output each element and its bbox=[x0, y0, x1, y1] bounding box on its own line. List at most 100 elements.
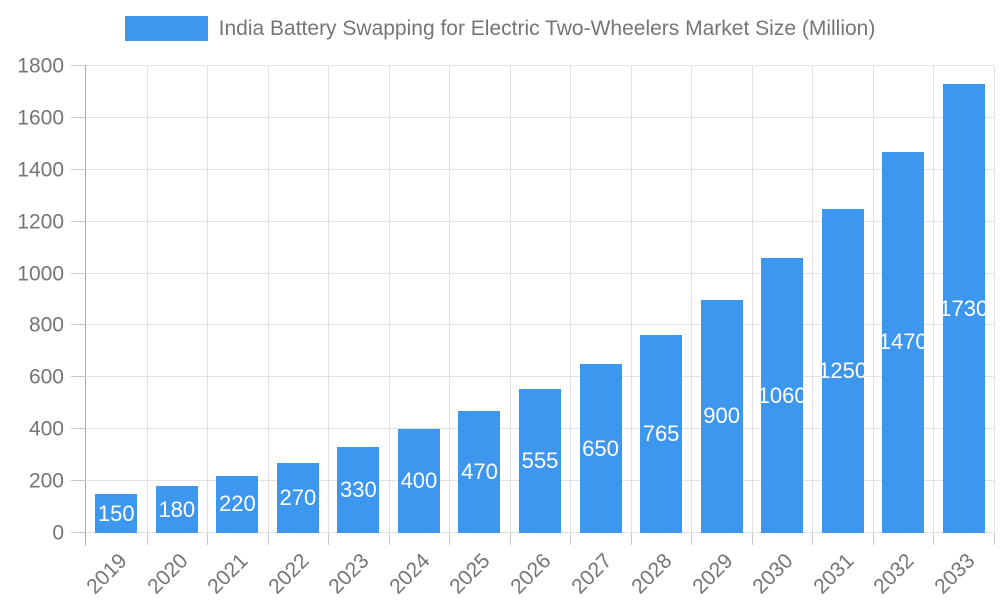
y-axis-tick-label: 1400 bbox=[17, 158, 64, 182]
bar-2024[interactable]: 400 bbox=[397, 429, 440, 533]
bar-2028[interactable]: 765 bbox=[640, 334, 683, 533]
bar-value-label: 650 bbox=[582, 435, 619, 461]
v-gridline bbox=[570, 66, 572, 533]
legend-swatch bbox=[124, 16, 208, 41]
x-axis-tick-label: 2031 bbox=[808, 549, 859, 599]
bar-value-label: 270 bbox=[279, 484, 317, 510]
v-gridline bbox=[933, 66, 935, 533]
x-axis-tick bbox=[691, 533, 693, 545]
v-gridline bbox=[691, 66, 693, 533]
bar-2020[interactable]: 180 bbox=[155, 486, 198, 533]
v-gridline bbox=[146, 66, 148, 533]
bar-2021[interactable]: 220 bbox=[216, 475, 259, 533]
y-axis-tick bbox=[71, 324, 86, 326]
h-gridline bbox=[86, 65, 994, 66]
bar-value-label: 330 bbox=[340, 477, 377, 503]
bar-2033[interactable]: 1730 bbox=[939, 84, 988, 533]
x-axis-tick-label: 2023 bbox=[324, 549, 374, 599]
bar-2030[interactable]: 1060 bbox=[758, 258, 807, 533]
y-axis-tick-label: 800 bbox=[28, 313, 64, 337]
bar-2019[interactable]: 150 bbox=[95, 494, 138, 533]
bar-value-label: 555 bbox=[521, 448, 559, 473]
h-gridline bbox=[86, 116, 994, 118]
v-gridline bbox=[994, 66, 995, 533]
y-axis-line bbox=[85, 66, 86, 545]
y-axis: 0 200 400 600 800 1000 1200 1400 1600 1800 bbox=[0, 56, 86, 544]
bar-value-label: 470 bbox=[461, 459, 498, 485]
bar-2022[interactable]: 270 bbox=[276, 462, 319, 533]
y-axis-tick bbox=[71, 428, 86, 430]
y-axis-tick-label: 1600 bbox=[17, 106, 64, 130]
bar-value-label: 1250 bbox=[818, 357, 868, 383]
x-axis-tick bbox=[751, 533, 753, 545]
y-axis-tick bbox=[71, 376, 86, 378]
bar-value-label: 1730 bbox=[939, 295, 989, 321]
x-axis-tick bbox=[146, 533, 148, 545]
legend-item[interactable]: India Battery Swapping for Electric Two-… bbox=[124, 16, 876, 41]
y-axis-tick-label: 1200 bbox=[17, 210, 64, 234]
bar-2029[interactable]: 900 bbox=[700, 299, 743, 533]
y-axis-tick-label: 400 bbox=[28, 417, 64, 441]
bar-value-label: 1060 bbox=[757, 382, 807, 408]
bar-2031[interactable]: 1250 bbox=[818, 208, 867, 533]
x-axis-tick bbox=[872, 533, 874, 545]
v-gridline bbox=[328, 66, 330, 533]
x-axis-tick-label: 2025 bbox=[445, 549, 496, 599]
x-axis-tick-label: 2022 bbox=[264, 549, 314, 599]
v-gridline bbox=[388, 66, 390, 533]
bar-2025[interactable]: 470 bbox=[458, 411, 501, 533]
x-axis-tick-label: 2020 bbox=[143, 549, 193, 599]
bar-2032[interactable]: 1470 bbox=[879, 151, 928, 533]
y-axis-tick-label: 0 bbox=[52, 521, 64, 545]
y-axis-tick-label: 1000 bbox=[17, 262, 64, 286]
y-axis-tick-label: 1800 bbox=[17, 54, 64, 78]
x-axis-tick bbox=[630, 533, 632, 545]
v-gridline bbox=[751, 66, 753, 533]
x-axis-tick bbox=[509, 533, 511, 545]
x-axis-tick-label: 2019 bbox=[82, 549, 132, 599]
v-gridline bbox=[207, 66, 209, 533]
bar-value-label: 765 bbox=[642, 420, 680, 446]
x-axis-tick bbox=[388, 533, 390, 545]
y-axis-tick bbox=[71, 532, 86, 533]
h-gridline bbox=[86, 220, 994, 222]
v-gridline bbox=[509, 66, 511, 533]
x-axis-tick bbox=[933, 533, 935, 545]
legend-label: India Battery Swapping for Electric Two-… bbox=[218, 16, 876, 40]
v-gridline bbox=[267, 66, 269, 533]
y-axis-tick bbox=[71, 168, 86, 170]
y-axis-tick bbox=[71, 480, 86, 482]
x-axis-tick bbox=[812, 533, 814, 545]
x-axis-tick bbox=[207, 533, 209, 545]
x-axis-tick-label: 2021 bbox=[203, 549, 253, 599]
y-axis-tick-label: 600 bbox=[28, 365, 64, 389]
v-gridline bbox=[449, 66, 451, 533]
x-axis-tick bbox=[994, 533, 995, 545]
x-axis-tick bbox=[267, 533, 269, 545]
x-axis-tick-label: 2024 bbox=[385, 549, 435, 599]
bar-2023[interactable]: 330 bbox=[337, 447, 380, 533]
h-gridline bbox=[86, 376, 994, 378]
bar-value-label: 900 bbox=[703, 403, 740, 429]
plot-area: 150 180 220 270 330 400 470 555 650 765 900 1060 125… bbox=[86, 65, 995, 533]
bar-value-label: 400 bbox=[400, 468, 438, 494]
x-axis-tick-label: 2027 bbox=[566, 549, 617, 599]
y-axis-tick bbox=[71, 272, 86, 274]
x-axis-tick bbox=[328, 533, 330, 545]
bar-2027[interactable]: 650 bbox=[579, 364, 622, 533]
bar-value-label: 220 bbox=[218, 491, 256, 517]
x-axis: 2019 2020 2021 2022 2023 2024 2025 2026 2027 2028… bbox=[82, 533, 995, 600]
x-axis-tick-label: 2030 bbox=[748, 549, 798, 599]
y-axis-tick bbox=[71, 220, 86, 222]
y-axis-tick-label: 200 bbox=[28, 469, 64, 493]
legend: India Battery Swapping for Electric Two-… bbox=[0, 16, 1000, 41]
y-axis-tick bbox=[71, 65, 86, 66]
bar-value-label: 1470 bbox=[878, 329, 928, 355]
bar-2026[interactable]: 555 bbox=[519, 389, 561, 533]
h-gridline bbox=[86, 324, 994, 326]
x-axis-tick bbox=[449, 533, 451, 545]
v-gridline bbox=[872, 66, 874, 533]
x-axis-tick-label: 2026 bbox=[506, 549, 556, 599]
bar-value-label: 180 bbox=[158, 496, 196, 522]
